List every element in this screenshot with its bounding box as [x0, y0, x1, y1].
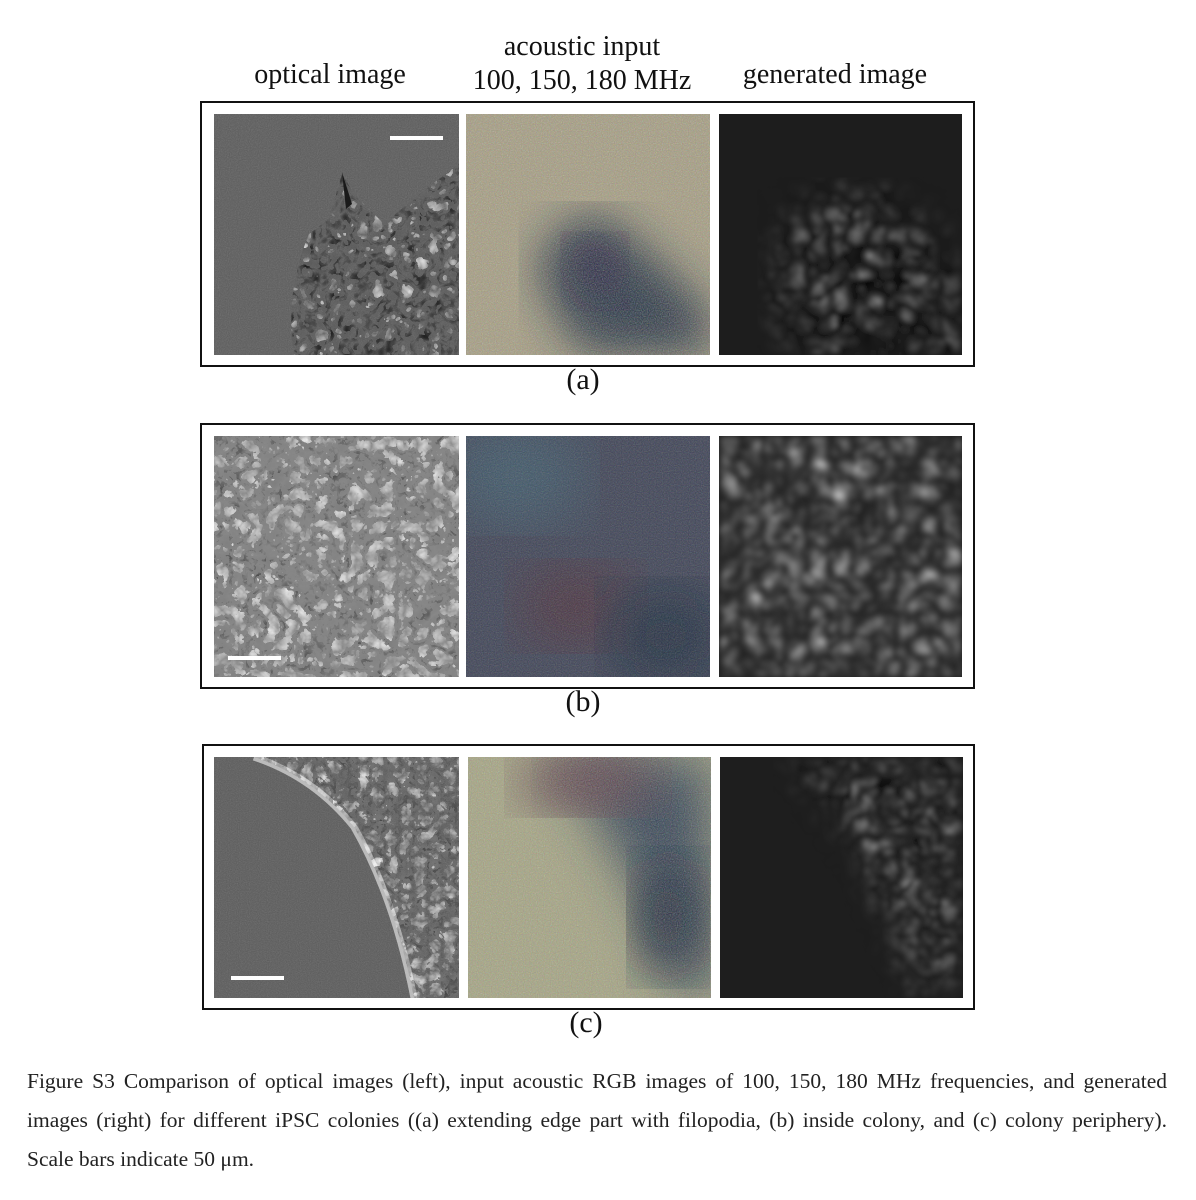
figure-row-c: [202, 744, 975, 1010]
row-label-c: (c): [569, 1006, 603, 1039]
acoustic-input-image-a: [466, 114, 710, 355]
scale-bar-a: [390, 136, 443, 140]
row-label-a: (a): [566, 363, 600, 396]
scale-bar-c: [231, 976, 284, 980]
generated-image-a: [719, 114, 962, 355]
header-optical-image: optical image: [254, 59, 406, 90]
header-acoustic-input: acoustic input 100, 150, 180 MHz: [452, 30, 712, 98]
scale-bar-b: [228, 656, 281, 660]
optical-image-b: [214, 436, 459, 677]
optical-image-a: [214, 114, 459, 355]
row-label-b: (b): [565, 685, 601, 718]
header-acoustic-frequencies: 100, 150, 180 MHz: [472, 65, 692, 96]
generated-image-b: [719, 436, 962, 677]
figure-row-a: [200, 101, 975, 367]
header-generated-image: generated image: [742, 59, 928, 90]
acoustic-input-image-c: [468, 757, 711, 998]
figure-row-b: [200, 423, 975, 689]
figure-caption: Figure S3 Comparison of optical images (…: [27, 1069, 1189, 1171]
generated-image-c: [720, 757, 963, 998]
header-acoustic-title: acoustic input: [503, 31, 661, 62]
optical-image-c: [214, 757, 459, 998]
acoustic-input-image-b: [466, 436, 710, 677]
